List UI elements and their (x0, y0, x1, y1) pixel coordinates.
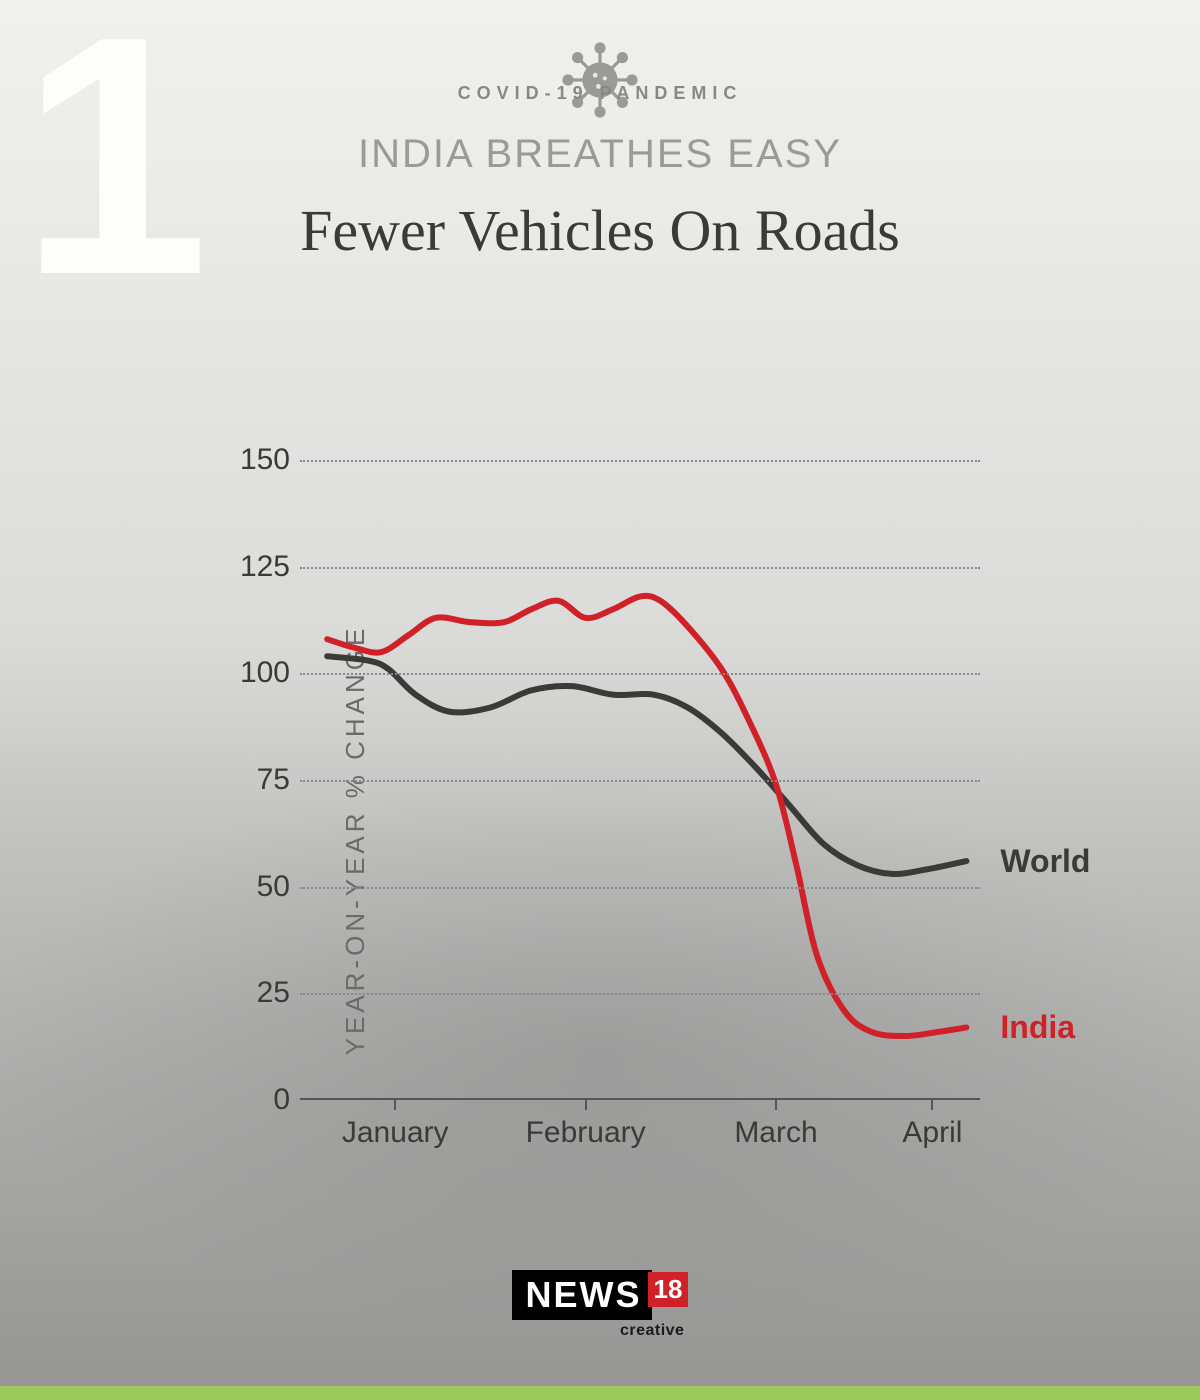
chart-xtick: March (734, 1116, 817, 1150)
news18-logo-num: 18 (648, 1272, 689, 1307)
chart-ytick: 25 (230, 976, 290, 1010)
pandemic-label: COVID-19 PANDEMIC (0, 83, 1200, 104)
news18-logo-main: NEWS (512, 1270, 652, 1320)
chart-gridline (300, 460, 980, 462)
news18-logo: NEWS18 creative (512, 1270, 689, 1340)
page-title: Fewer Vehicles On Roads (0, 197, 1200, 264)
chart-series-label-india: India (1000, 1009, 1075, 1046)
chart-ytick: 50 (230, 870, 290, 904)
chart-ytick: 125 (230, 550, 290, 584)
page-subtitle: INDIA BREATHES EASY (0, 132, 1200, 177)
chart-xtick-mark (585, 1100, 587, 1110)
chart-series-world (327, 656, 966, 874)
chart-series-label-world: World (1000, 843, 1090, 880)
chart-gridline (300, 887, 980, 889)
chart-xtick-mark (394, 1100, 396, 1110)
accent-bar (0, 1386, 1200, 1400)
chart-ytick: 75 (230, 763, 290, 797)
chart-xaxis (300, 1098, 980, 1100)
chart-lines-svg (300, 460, 980, 1160)
chart-xtick: February (526, 1116, 646, 1150)
chart-ytick: 0 (230, 1083, 290, 1117)
footer: NEWS18 creative (0, 1270, 1200, 1340)
news18-logo-sub: creative (512, 1322, 689, 1340)
chart-plot-area: 0255075100125150JanuaryFebruaryMarchApri… (300, 460, 980, 1160)
chart: YEAR-ON-YEAR % CHANGE 0255075100125150Ja… (200, 460, 1020, 1220)
chart-gridline (300, 567, 980, 569)
chart-gridline (300, 780, 980, 782)
chart-series-india (327, 596, 966, 1036)
chart-xtick-mark (931, 1100, 933, 1110)
chart-xtick-mark (775, 1100, 777, 1110)
chart-ytick: 100 (230, 656, 290, 690)
chart-gridline (300, 673, 980, 675)
chart-xtick: January (342, 1116, 449, 1150)
chart-gridline (300, 993, 980, 995)
chart-ytick: 150 (230, 443, 290, 477)
header: COVID-19 PANDEMIC INDIA BREATHES EASY Fe… (0, 0, 1200, 264)
chart-xtick: April (902, 1116, 962, 1150)
